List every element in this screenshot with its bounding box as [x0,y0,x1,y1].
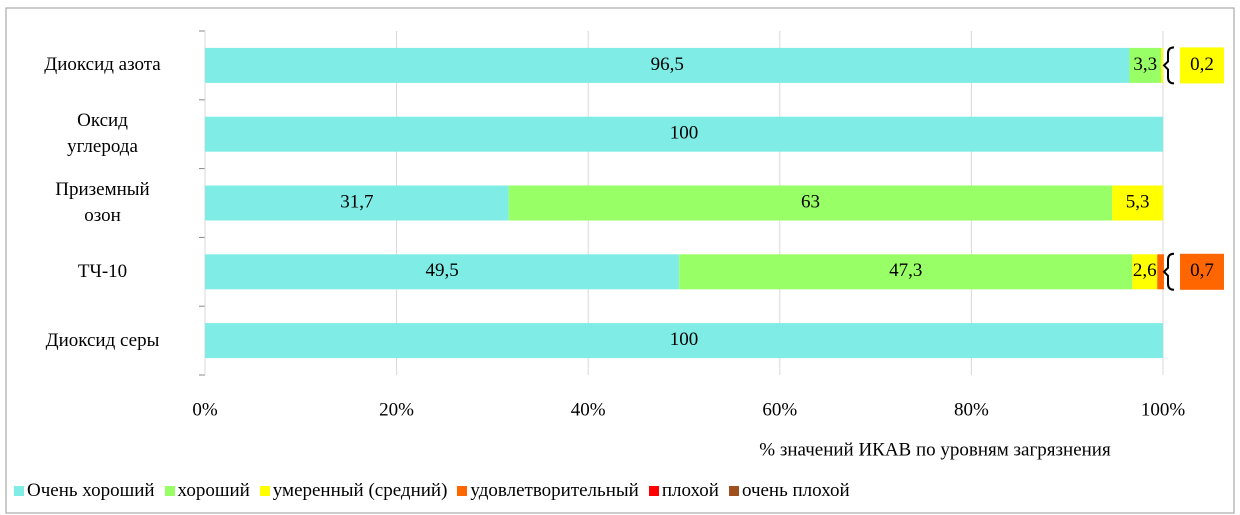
bar-segment [1132,254,1158,290]
data-label: 5,3 [1126,191,1150,212]
legend-label: удовлетворительный [470,480,639,501]
category-label: Диоксид серы [45,329,160,351]
data-label: 96,5 [651,54,684,75]
legend-label: хороший [177,480,250,501]
legend-item: удовлетворительный [457,480,639,502]
x-tick-label: 40% [571,399,606,420]
bar-segment [205,47,1130,83]
bar-segment [508,185,1113,221]
callout-label: 0,7 [1190,260,1214,281]
legend: Очень хороший хороший умеренный (средний) у… [14,480,850,502]
category-label: Диоксид азота [44,54,161,76]
legend-label: умеренный (средний) [272,480,448,501]
legend-swatch [14,486,24,496]
legend-swatch [457,486,468,496]
callout-box [1180,47,1224,84]
legend-item: плохой [648,480,719,502]
legend-item: очень плохой [728,480,850,502]
legend-item: хороший [164,480,250,502]
x-tick-label: 60% [762,399,797,420]
callout-bracket [1162,252,1175,291]
bar-segment [205,116,1163,152]
callout-box [1180,253,1224,290]
data-label: 2,6 [1133,260,1157,281]
data-label: 47,3 [889,260,922,281]
x-tick-label: 80% [954,399,989,420]
category-label: Оксид углерода [67,110,138,158]
legend-swatch [164,486,175,496]
callout: 0,7 [1162,252,1224,291]
callout: 0,2 [1162,46,1224,85]
data-label: 3,3 [1133,54,1157,75]
legend-label: Очень хороший [27,480,155,501]
x-tick-label: 0% [192,399,218,420]
legend-swatch [259,486,270,496]
legend-label: очень плохой [741,480,850,501]
data-label: 63 [801,191,820,212]
callout-label: 0,2 [1190,54,1214,75]
x-tick-label: 20% [379,399,414,420]
bar-segment [1129,47,1162,83]
bar-segment [1161,47,1163,83]
data-label: 31,7 [340,191,373,212]
category-label: Приземный озон [55,179,150,226]
bar-segment [1112,185,1163,221]
legend-item: Очень хороший [14,480,155,502]
bar-segment [679,254,1133,290]
legend-label: плохой [661,480,719,501]
chart-border [5,7,1235,514]
bar-segment [205,323,1163,359]
bar-segment [205,254,680,290]
category-label: ТЧ-10 [77,260,128,282]
x-tick-label: 100% [1141,399,1186,420]
data-label: 49,5 [425,260,458,281]
bar-segment [205,185,509,221]
legend-swatch [648,486,659,496]
legend-item: умеренный (средний) [259,480,448,502]
data-label: 100 [670,329,699,350]
data-label: 100 [670,123,699,144]
legend-swatch [728,486,739,496]
bar-segment [1157,254,1164,290]
callout-bracket [1162,46,1175,85]
x-axis-title: % значений ИКАВ по уровням загрязнения [759,439,1111,460]
